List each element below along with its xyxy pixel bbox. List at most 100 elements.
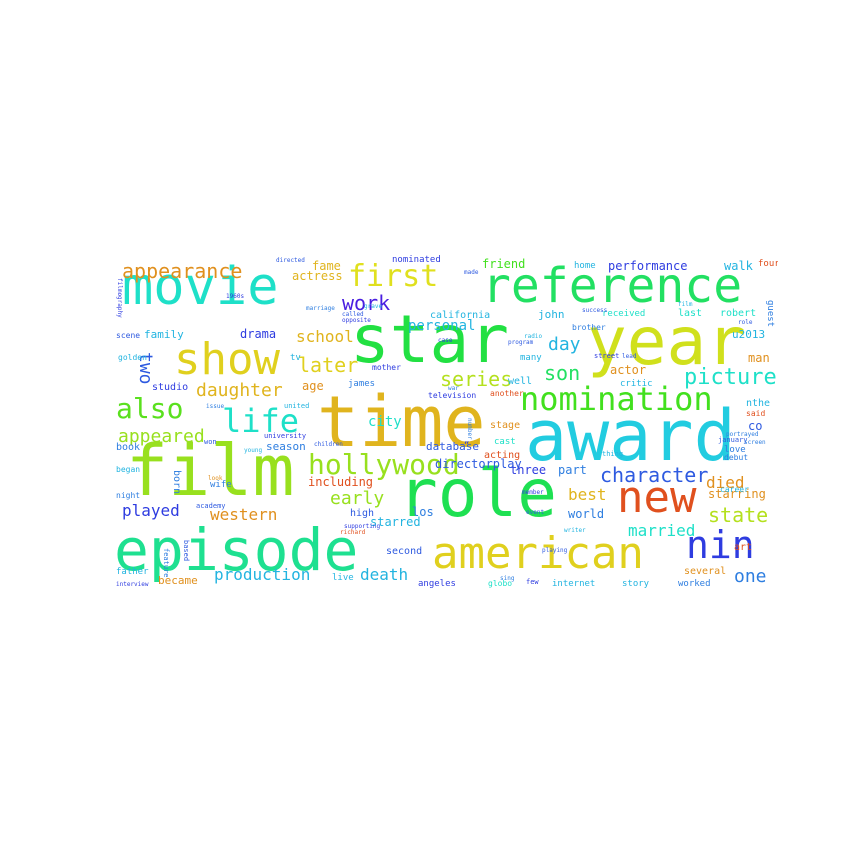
word-79: starred (370, 515, 421, 529)
word-81: high (350, 508, 374, 519)
word-108: home (574, 261, 596, 271)
word-149: few (526, 578, 539, 586)
word-145: war (448, 385, 459, 392)
word-53: scene (116, 331, 140, 340)
word-90: second (386, 546, 422, 557)
word-126: lead (622, 353, 637, 360)
word-150: sing (500, 575, 515, 582)
word-84: wife (210, 480, 232, 490)
word-88: became (158, 574, 198, 587)
word-58: man (748, 351, 770, 365)
word-135: interview (116, 581, 149, 588)
word-78: directorplay (435, 457, 522, 471)
word-151: “ (464, 441, 469, 451)
word-132: issue (206, 403, 224, 410)
word-65: city (368, 414, 402, 430)
word-87: academy (196, 502, 226, 510)
word-129: children (314, 441, 343, 448)
word-130: young (244, 447, 262, 454)
word-97: career (720, 485, 749, 494)
word-133: feature (162, 548, 170, 578)
word-2: year (587, 303, 746, 380)
word-147: look (208, 475, 223, 482)
word-51: robert (720, 308, 756, 319)
word-15: hollywood (308, 448, 460, 481)
word-76: three (510, 463, 546, 477)
word-67: television (428, 391, 476, 400)
word-3: reference (482, 258, 742, 314)
word-95: worked (678, 579, 711, 589)
word-50: last (678, 308, 702, 319)
word-68: another (490, 389, 524, 398)
word-43: fame (312, 259, 341, 273)
word-64: well (508, 376, 532, 387)
word-4: time (317, 381, 486, 463)
word-146: role (738, 319, 753, 326)
word-0: movie (122, 257, 279, 317)
word-136: live (332, 573, 354, 583)
word-121: case (438, 337, 453, 344)
word-89: father (116, 567, 149, 577)
word-110: nominated (392, 255, 441, 265)
word-138: richard (340, 529, 366, 536)
word-104: nthe (746, 398, 770, 409)
word-75: los (412, 505, 434, 519)
word-62: james (348, 379, 375, 389)
word-144: film (678, 301, 693, 308)
word-128: university (264, 432, 306, 440)
word-118: success (582, 307, 608, 314)
word-60: golden (118, 353, 147, 362)
word-52: family (144, 328, 184, 341)
word-5: award (525, 395, 736, 477)
word-117: made (464, 269, 479, 276)
word-82: including (308, 475, 373, 489)
word-6: film (126, 430, 295, 512)
word-42: personal (408, 318, 475, 334)
word-120: called (342, 311, 364, 318)
word-32: best (568, 485, 607, 504)
word-57: critic (620, 379, 653, 389)
word-25: appeared (118, 426, 205, 447)
word-93: internet (552, 579, 595, 589)
word-29: western (210, 505, 277, 524)
word-41: drama (240, 327, 276, 341)
word-123: many (520, 353, 542, 363)
word-13: first (348, 259, 438, 294)
word-30: state (708, 503, 768, 527)
word-74: acting (484, 450, 520, 461)
word-102: january (718, 436, 748, 444)
word-137: supporting (344, 523, 381, 530)
word-124: program (508, 339, 534, 346)
word-69: stage (490, 420, 520, 431)
word-131: won (204, 438, 217, 446)
word-9: american (432, 528, 644, 579)
word-63: mother (372, 363, 401, 372)
word-35: one (734, 566, 767, 587)
word-107: guest (765, 300, 775, 327)
word-8: episode (114, 516, 358, 584)
word-12: show (174, 334, 280, 385)
word-48: john (538, 308, 565, 321)
word-37: death (360, 565, 408, 584)
word-59: studio (152, 382, 188, 393)
word-10: new (617, 472, 697, 523)
word-119: marriage (306, 305, 335, 312)
word-19: work (342, 291, 390, 315)
word-122: radio (524, 333, 542, 340)
word-80: world (568, 507, 604, 521)
word-116: opposite (342, 317, 371, 324)
word-55: brother (572, 323, 606, 332)
word-34: married (628, 521, 695, 540)
word-72: book (116, 442, 140, 453)
word-141: portrayed (726, 431, 759, 438)
word-127: number (466, 418, 473, 440)
word-14: nomination (520, 380, 713, 418)
word-1: star (350, 301, 509, 378)
word-45: performance (608, 259, 687, 273)
word-23: picture (684, 365, 777, 390)
word-113: filmography (116, 278, 123, 318)
word-148: member (522, 489, 544, 496)
word-134: based (182, 540, 190, 561)
word-98: love (724, 445, 746, 455)
